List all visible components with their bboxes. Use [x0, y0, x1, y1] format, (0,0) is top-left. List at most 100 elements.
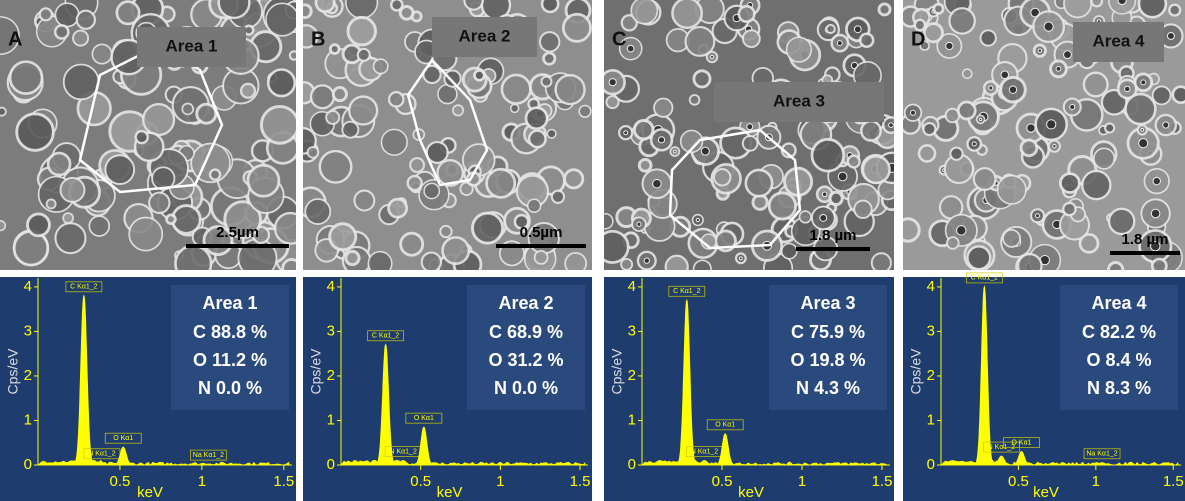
summary-title: Area 4	[1091, 293, 1146, 313]
sem-pore	[911, 110, 916, 115]
sem-grain	[529, 131, 546, 148]
sem-grain	[672, 0, 701, 28]
sem-grain	[769, 193, 795, 219]
summary-title: Area 1	[202, 293, 257, 313]
sem-grain	[410, 158, 424, 172]
sem-grain	[541, 77, 551, 87]
sem-pore	[1038, 49, 1041, 52]
sem-grain	[787, 37, 812, 62]
sem-grain	[1105, 123, 1114, 132]
x-tick-label: 1	[1092, 473, 1100, 490]
x-tick-label: 1	[496, 473, 504, 490]
sem-grain	[860, 34, 873, 47]
sem-grain	[666, 256, 688, 278]
sem-grain	[919, 145, 935, 161]
y-tick-label: 4	[327, 278, 335, 295]
sem-grain	[472, 213, 502, 243]
sem-grain	[424, 183, 439, 198]
sem-pore	[946, 42, 953, 49]
sem-grain	[60, 178, 84, 202]
sem-grain	[354, 191, 374, 211]
sem-pore	[701, 147, 709, 155]
sem-grain	[739, 6, 755, 22]
spectrum-panel: Area 1C 88.8 %O 11.2 %N 0.0 %012340.511.…	[0, 277, 296, 501]
sem-grain	[182, 104, 193, 115]
y-tick-label: 2	[327, 367, 335, 384]
sem-grain	[511, 104, 519, 112]
sem-pore	[1153, 177, 1160, 184]
sem-pore	[710, 55, 713, 58]
sem-grain	[290, 51, 298, 59]
sem-pore	[1167, 32, 1174, 39]
sem-grain	[897, 219, 919, 241]
sem-grain	[89, 216, 109, 236]
composition: O 19.8 %	[790, 350, 865, 370]
sem-grain	[974, 168, 996, 190]
sem-grain	[714, 169, 730, 185]
sem-grain	[55, 223, 85, 253]
composition: O 8.4 %	[1086, 350, 1151, 370]
sem-grain	[1139, 0, 1166, 17]
sem-pore	[972, 142, 976, 146]
sem-grain	[389, 92, 403, 106]
x-axis-label: keV	[137, 484, 163, 501]
sem-grain	[556, 75, 585, 104]
sem-grain	[55, 3, 78, 26]
peak-label: N Kα1_2	[385, 447, 421, 457]
sem-pore	[1056, 66, 1061, 71]
sem-pore	[979, 118, 981, 120]
peak-label-text: C Kα1_2	[971, 275, 999, 282]
composition: C 75.9 %	[791, 322, 865, 342]
peak-label: N Kα1_2	[84, 449, 120, 459]
sem-grain	[440, 226, 451, 237]
summary-title: Area 2	[498, 293, 553, 313]
composition: N 4.3 %	[796, 378, 860, 398]
y-tick-label: 3	[327, 322, 335, 339]
sem-grain	[690, 95, 700, 105]
sem-grain	[879, 4, 890, 15]
sem-grain	[1094, 148, 1114, 168]
sem-grain	[487, 169, 515, 197]
scale-bar-label: 2.5µm	[216, 224, 259, 241]
spectrum-panel: Area 2C 68.9 %O 31.2 %N 0.0 %012340.511.…	[303, 277, 592, 501]
sem-grain	[947, 237, 959, 249]
y-axis-label: Cps/eV	[609, 348, 625, 395]
y-tick-label: 0	[327, 456, 335, 473]
sem-pore	[1118, 0, 1126, 5]
sem-pore	[1064, 51, 1072, 59]
sem-grain	[330, 224, 356, 250]
sem-pore	[1070, 104, 1075, 109]
sem-grain	[782, 244, 797, 259]
sem-grain	[167, 215, 176, 224]
sem-grain	[848, 156, 860, 168]
x-tick-label: 0.5	[1008, 473, 1029, 490]
x-axis-label: keV	[437, 484, 463, 501]
peak-label: C Kα1_2	[966, 273, 1002, 283]
peak-label-text: Na Kα1_2	[1086, 451, 1117, 458]
peak-label: C Kα1_2	[368, 331, 404, 341]
sem-grain	[598, 214, 613, 229]
panel-letter: C	[612, 28, 626, 50]
sem-grain	[800, 211, 812, 223]
sem-grain	[1153, 86, 1171, 104]
x-tick-label: 0.5	[410, 473, 431, 490]
sem-pore	[627, 45, 634, 52]
sem-grain	[1091, 0, 1102, 6]
sem-pore	[1036, 214, 1040, 218]
sem-grain	[1003, 230, 1020, 247]
composition: O 31.2 %	[488, 350, 563, 370]
sem-pore	[822, 192, 827, 197]
composition: N 8.3 %	[1087, 378, 1151, 398]
sem-grain	[1082, 171, 1110, 199]
sem-grain	[305, 199, 330, 224]
sem-grain	[197, 104, 216, 123]
sem-pore	[1053, 144, 1056, 147]
sem-grain	[0, 221, 5, 231]
sem-grain	[381, 129, 407, 155]
sem-grain	[422, 253, 441, 272]
sem-grain	[1021, 140, 1037, 156]
sem-grain	[63, 213, 73, 223]
sem-pore	[624, 131, 628, 135]
area-label: Area 2	[459, 26, 511, 45]
y-tick-label: 3	[24, 322, 32, 339]
